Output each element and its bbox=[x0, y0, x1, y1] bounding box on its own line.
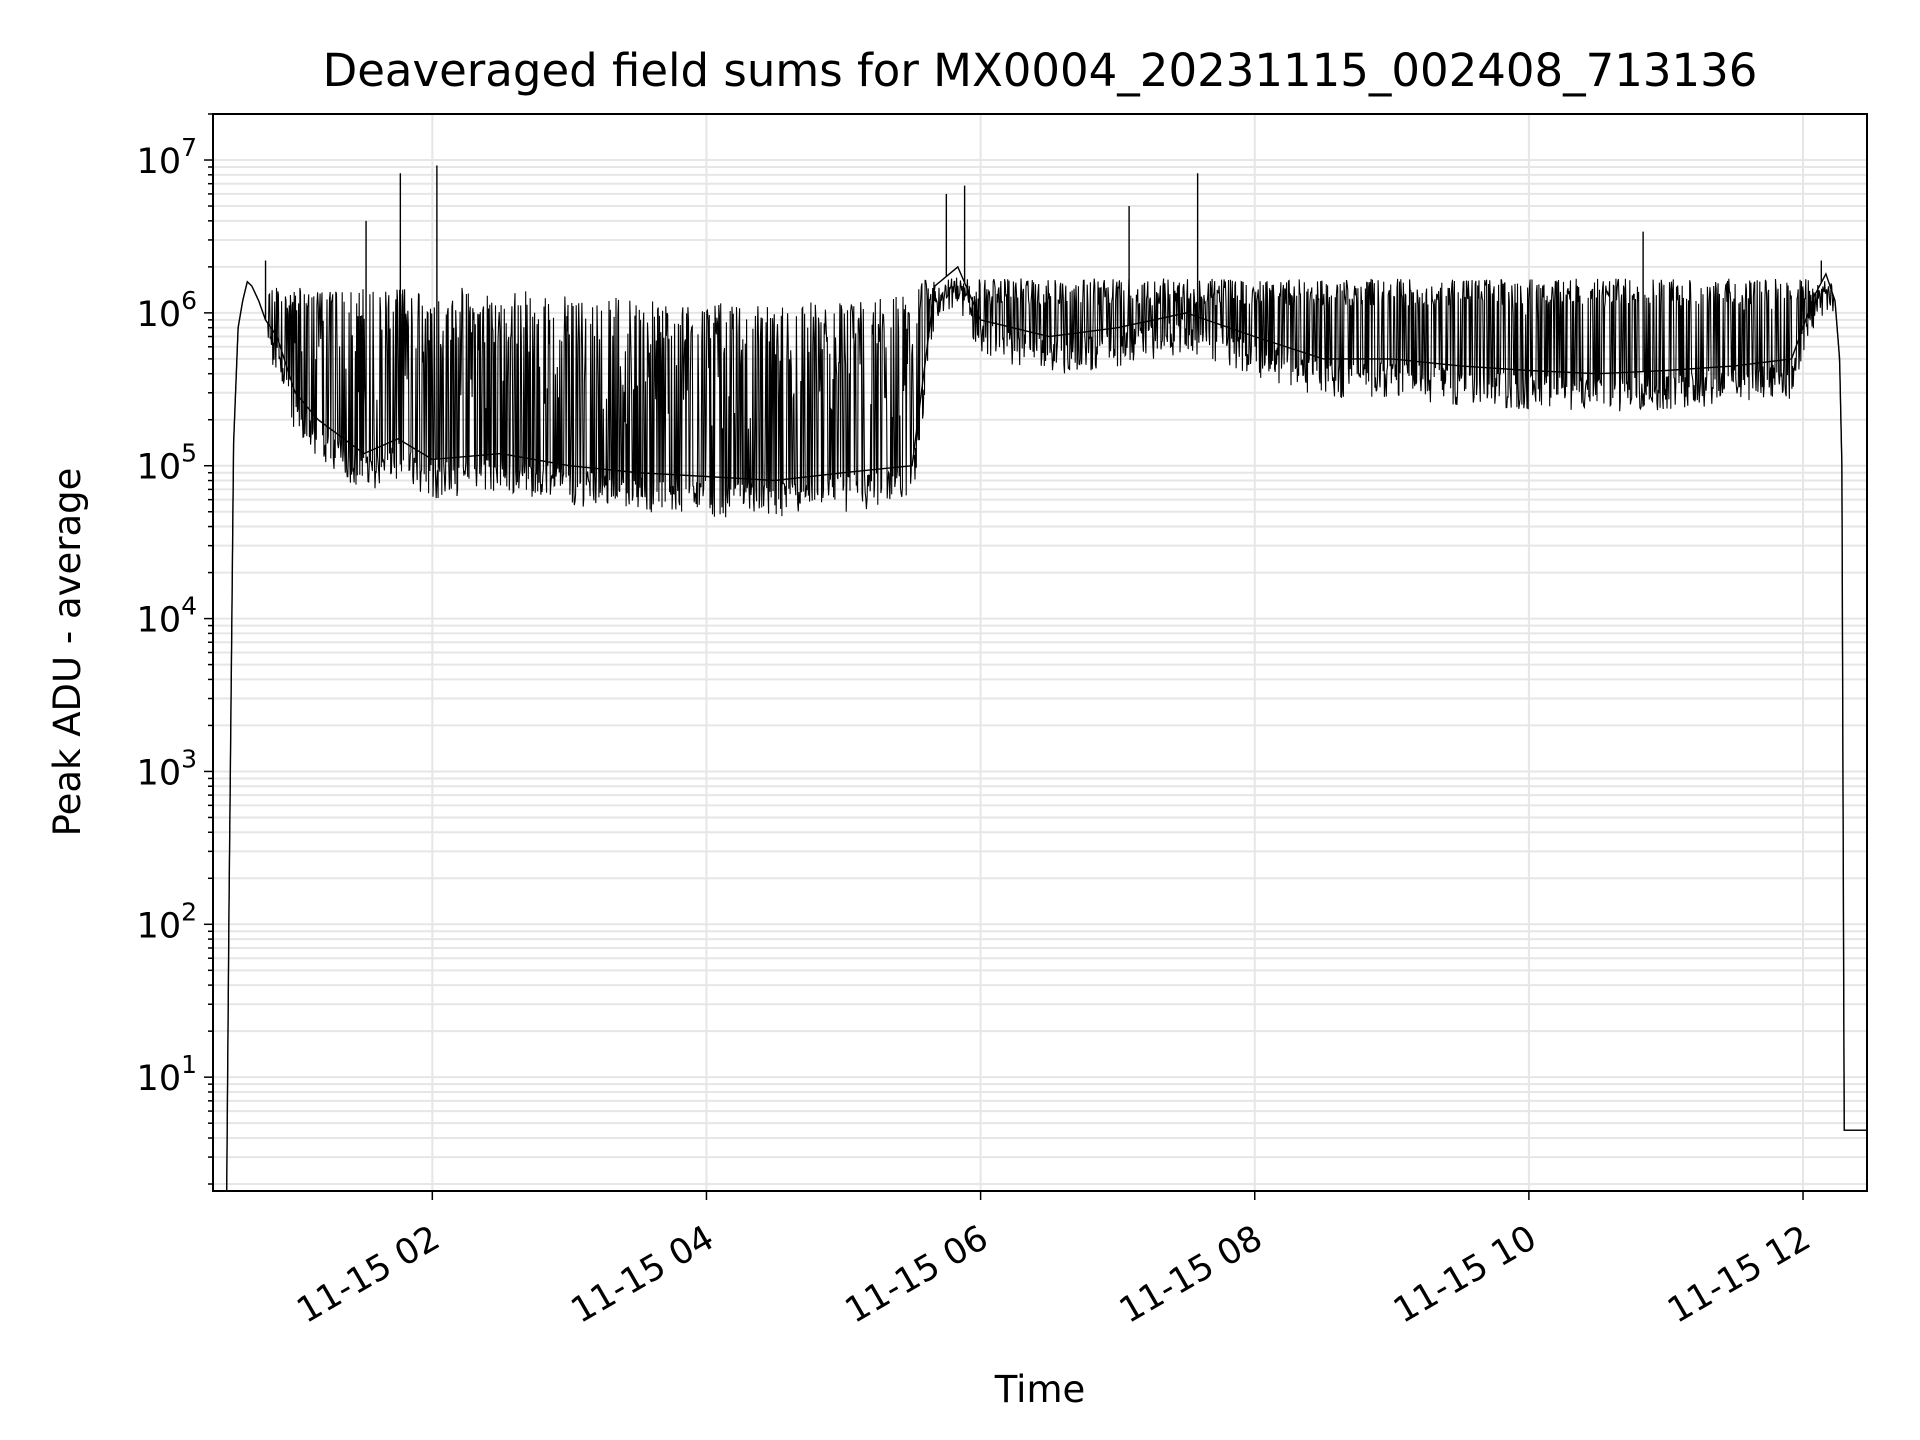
y-tick-label-exponent: 6 bbox=[181, 286, 197, 315]
y-tick-label: 107 bbox=[137, 133, 197, 182]
chart-title: Deaveraged field sums for MX0004_2023111… bbox=[323, 44, 1758, 97]
y-tick-label-base: 10 bbox=[137, 906, 182, 946]
y-tick-label-exponent: 1 bbox=[181, 1050, 197, 1079]
y-tick-label-exponent: 4 bbox=[181, 592, 197, 621]
y-tick-label-base: 10 bbox=[137, 142, 182, 182]
y-tick-label-exponent: 7 bbox=[181, 133, 197, 162]
y-tick-label-base: 10 bbox=[137, 448, 182, 488]
plot-area bbox=[226, 165, 1867, 1191]
x-axis-label: Time bbox=[994, 1368, 1086, 1411]
y-tick-label: 101 bbox=[137, 1050, 197, 1099]
y-tick-label-base: 10 bbox=[137, 1059, 182, 1099]
y-tick-label-exponent: 5 bbox=[181, 439, 197, 468]
y-tick-label-base: 10 bbox=[137, 601, 182, 641]
y-tick-label: 103 bbox=[137, 744, 197, 793]
y-axis-label: Peak ADU - average bbox=[46, 468, 89, 837]
y-tick-label-base: 10 bbox=[137, 295, 182, 335]
y-tick-label: 104 bbox=[137, 592, 197, 641]
grid bbox=[213, 113, 1867, 1191]
series-group bbox=[226, 165, 1867, 1191]
y-tick-label: 105 bbox=[137, 439, 197, 488]
y-tick-label-exponent: 2 bbox=[181, 897, 197, 926]
y-tick-label: 106 bbox=[137, 286, 197, 335]
y-tick-label-base: 10 bbox=[137, 753, 182, 793]
y-tick-label: 102 bbox=[137, 897, 197, 946]
y-tick-label-exponent: 3 bbox=[181, 744, 197, 773]
data-line bbox=[226, 277, 1867, 1191]
data-envelope-line bbox=[226, 265, 1867, 1191]
